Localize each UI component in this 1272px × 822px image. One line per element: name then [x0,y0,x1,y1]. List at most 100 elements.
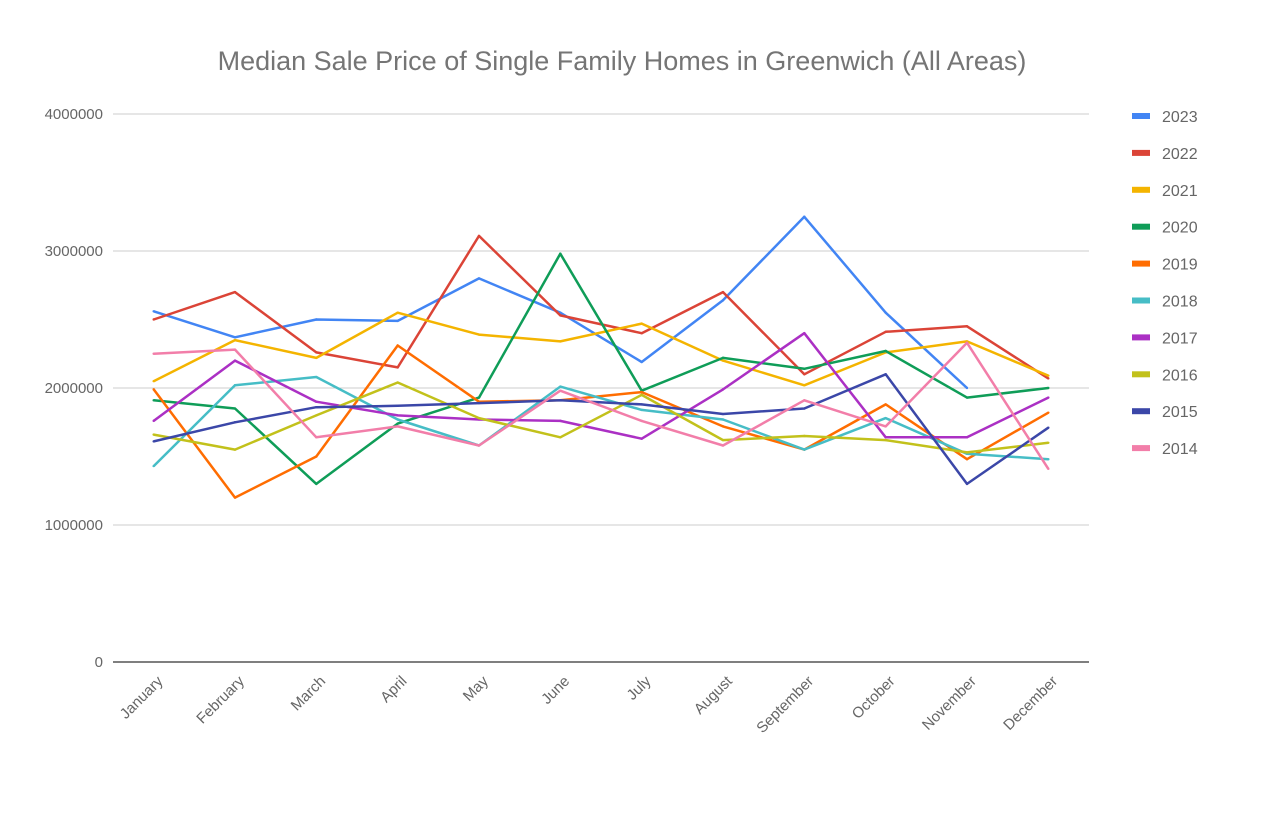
y-tick-label: 2000000 [45,380,103,397]
series-line-2016 [153,381,1049,454]
legend-item-2015: 2015 [1132,404,1198,421]
data-point [152,310,155,313]
data-point [640,437,643,440]
data-point [640,408,643,412]
data-point [315,414,318,417]
data-point [477,416,481,420]
data-point [1047,467,1050,471]
data-point [396,344,399,347]
data-point [152,379,155,383]
series-2020 [152,252,1050,486]
legend-item-2018: 2018 [1132,294,1198,311]
data-point [233,336,237,339]
x-tick-label: September [753,673,817,737]
data-point [396,404,399,408]
data-point [721,438,725,442]
data-point [559,385,562,388]
data-point [233,407,237,410]
chart-title: Median Sale Price of Single Family Homes… [218,46,1027,76]
data-point [396,425,399,428]
data-point [1047,386,1050,390]
legend-label: 2015 [1162,404,1198,421]
data-point [396,414,399,417]
y-tick-label: 1000000 [45,517,103,534]
legend-swatch [1132,445,1150,452]
x-tick-label: February [193,672,248,727]
data-point [640,322,643,325]
data-point [233,338,237,342]
data-point [152,440,155,443]
data-point [1047,458,1050,461]
data-point [396,381,399,384]
data-point [721,444,725,447]
legend-swatch [1132,408,1150,415]
x-tick-label: May [460,672,492,704]
data-point [965,436,969,439]
data-point [803,448,806,451]
legend-item-2023: 2023 [1132,109,1198,126]
data-point [721,388,725,391]
data-point [152,464,155,468]
data-point [803,407,806,410]
series-line-2015 [153,373,1050,486]
data-point [233,496,237,499]
data-point [233,290,237,294]
series-line-2020 [153,252,1049,486]
data-point [477,277,481,280]
legend-label: 2016 [1162,367,1198,384]
series-2014 [152,341,1050,471]
data-point [559,419,562,423]
data-point [884,403,887,406]
legend-swatch [1132,334,1150,341]
data-point [884,330,887,334]
legend-item-2019: 2019 [1132,257,1198,274]
series-2015 [152,373,1050,486]
data-point [1047,377,1050,380]
legend-item-2016: 2016 [1132,367,1198,384]
legend-swatch [1132,149,1150,156]
legend-label: 2018 [1162,294,1198,311]
data-point [884,373,887,376]
data-point [803,332,806,335]
data-point [803,384,806,387]
data-point [477,396,481,399]
data-point [396,319,399,323]
data-point [559,436,562,439]
series-line-2014 [153,341,1050,470]
data-point [1047,396,1050,399]
data-point [721,412,725,416]
data-point [233,384,237,387]
data-point [884,349,887,353]
series-line-2021 [153,311,1049,387]
data-point [965,325,969,328]
data-point [1047,411,1050,414]
y-tick-label: 0 [95,654,103,671]
data-point [721,299,725,302]
series-line-2022 [153,234,1049,380]
data-point [477,401,481,405]
data-point [233,359,237,362]
data-point [721,356,725,360]
data-point [803,373,806,376]
series-2018 [152,375,1050,468]
data-point [152,419,155,423]
x-tick-label: October [849,673,899,723]
data-point [1047,441,1050,444]
data-point [315,405,318,409]
legend: 2023 2022 2021 2020 2019 2018 2017 2016 2015 2014 [1132,109,1198,458]
legend-label: 2019 [1162,257,1198,274]
data-point [965,386,969,390]
x-axis: January February March April May June July Augu… [117,672,1061,736]
data-point [803,399,806,402]
series-2022 [152,234,1050,380]
legend-swatch [1132,297,1150,304]
data-point [1047,374,1050,377]
data-point [396,418,399,421]
legend-item-2021: 2021 [1132,183,1198,200]
data-point [721,418,725,421]
legend-swatch [1132,371,1150,378]
data-point [152,399,155,402]
data-point [721,290,725,294]
